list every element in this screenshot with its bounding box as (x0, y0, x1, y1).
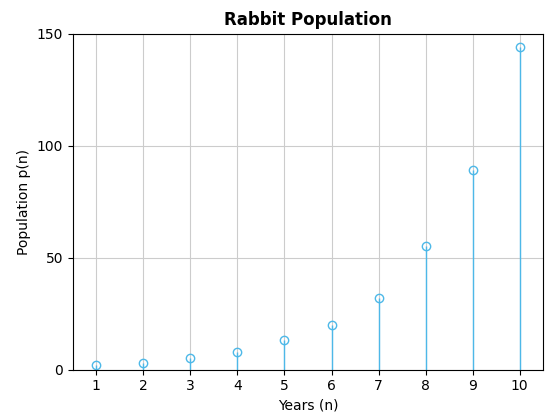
Title: Rabbit Population: Rabbit Population (224, 11, 392, 29)
Y-axis label: Population p(n): Population p(n) (17, 149, 31, 255)
X-axis label: Years (n): Years (n) (278, 399, 338, 413)
